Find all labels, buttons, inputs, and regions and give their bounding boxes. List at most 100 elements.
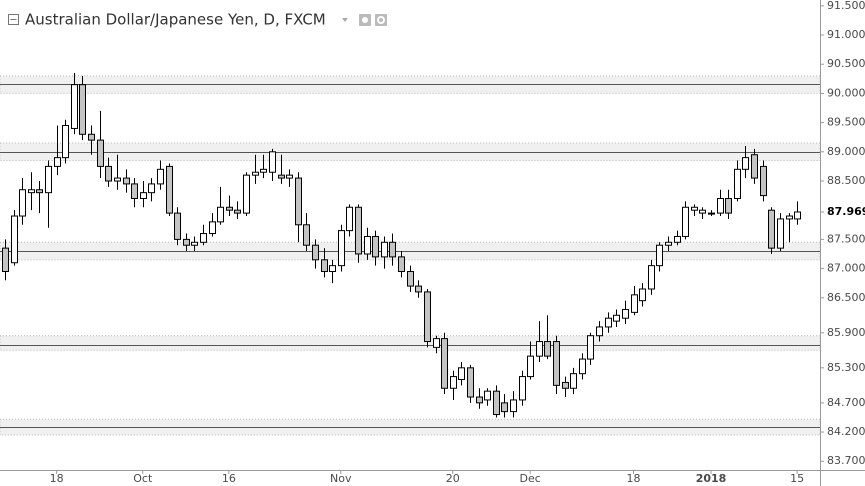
x-tick-label: Dec — [520, 472, 541, 485]
candle-body — [286, 174, 293, 179]
candle-body — [760, 165, 767, 197]
candle-body — [226, 206, 233, 211]
candle-body — [200, 233, 207, 243]
candle-body — [639, 288, 646, 302]
candle-body — [79, 84, 86, 135]
candle-body — [407, 270, 414, 287]
x-tick-label: 16 — [222, 472, 236, 485]
x-tick-label: 15 — [790, 472, 804, 485]
candle-body — [631, 294, 638, 313]
candle-body — [183, 238, 190, 246]
candle-body — [131, 183, 138, 200]
candle-body — [415, 285, 422, 293]
zone — [0, 142, 821, 162]
candle-body — [596, 326, 603, 337]
visibility-icon — [362, 17, 368, 23]
candle-body — [458, 367, 465, 381]
candle-body — [665, 241, 672, 246]
candle-body — [88, 133, 95, 141]
candle-body — [303, 224, 310, 246]
y-tick-label: 90.000 — [827, 86, 865, 99]
y-tick-label: 91.000 — [827, 28, 865, 41]
candle-body — [372, 235, 379, 258]
candle-body — [786, 215, 793, 220]
candle-body — [28, 189, 35, 194]
candle-body — [536, 341, 543, 357]
candle-body — [433, 338, 440, 348]
candle-body — [691, 206, 698, 211]
y-tick-label: 85.300 — [827, 361, 865, 374]
candle-body — [725, 198, 732, 214]
candle-body — [751, 154, 758, 179]
y-tick-label: 84.200 — [827, 425, 865, 438]
candle-body — [699, 209, 706, 214]
candle-body — [717, 198, 724, 214]
candle-body — [252, 171, 259, 176]
candle-body — [174, 212, 181, 240]
candle-body — [321, 259, 328, 272]
x-tick-label: Oct — [133, 472, 153, 485]
candle-body — [493, 390, 500, 416]
x-tick-label: 18 — [627, 472, 641, 485]
y-tick-label: 86.500 — [827, 291, 865, 304]
candle-body — [734, 168, 741, 200]
y-tick-label: 89.000 — [827, 145, 865, 158]
candle-body — [424, 291, 431, 343]
candle-body — [501, 402, 508, 413]
candle-body — [105, 165, 112, 182]
y-tick-label: 83.700 — [827, 454, 865, 467]
candle-body — [355, 206, 362, 255]
candle-body — [148, 183, 155, 194]
candle-body — [71, 84, 78, 129]
y-tick-label: 90.500 — [827, 57, 865, 70]
candle-body — [613, 314, 620, 322]
candle-body — [36, 189, 43, 194]
candle-body — [708, 212, 715, 215]
zone — [0, 335, 821, 351]
settings-icon — [377, 16, 385, 24]
candle-body — [19, 189, 26, 217]
candle-body — [553, 341, 560, 386]
candle-body — [570, 373, 577, 389]
y-tick-label: 87.500 — [827, 232, 865, 245]
y-tick-label: 87.000 — [827, 262, 865, 275]
candle-body — [484, 390, 491, 401]
candle-body — [123, 177, 130, 185]
candle-body — [209, 221, 216, 235]
candle-body — [682, 206, 689, 237]
y-tick-label: 91.500 — [827, 0, 865, 12]
candle-body — [45, 165, 52, 194]
y-tick-label: 89.500 — [827, 116, 865, 129]
candle-body — [476, 396, 483, 404]
x-tick-label: 18 — [50, 472, 64, 485]
candle-body — [260, 168, 267, 173]
candle-body — [768, 209, 775, 249]
x-tick-label: Nov — [330, 472, 352, 485]
candle-body — [587, 335, 594, 360]
candle-body — [398, 256, 405, 272]
candle-body — [622, 308, 629, 319]
candle-body — [794, 211, 801, 220]
candle-body — [11, 215, 18, 264]
y-tick-label: 85.900 — [827, 326, 865, 339]
y-tick-label: 84.700 — [827, 396, 865, 409]
candle-body — [467, 367, 474, 398]
candle-body — [527, 355, 534, 378]
candle-body — [579, 358, 586, 375]
settings-button[interactable] — [375, 14, 387, 26]
candle-body — [562, 381, 569, 389]
candle-body — [191, 241, 198, 246]
candle-body — [217, 206, 224, 223]
y-tick-label: 88.500 — [827, 174, 865, 187]
candle-body — [166, 165, 173, 214]
chart-title: Australian Dollar/Japanese Yen, D, FXCM — [25, 11, 326, 29]
dropdown-arrow[interactable] — [342, 18, 348, 22]
candle-body — [243, 174, 250, 214]
candle-body — [234, 209, 241, 214]
candle-body — [338, 230, 345, 267]
candle-body — [295, 177, 302, 226]
candle-body — [777, 218, 784, 249]
candle-body — [140, 192, 147, 200]
candle-body — [54, 157, 61, 167]
